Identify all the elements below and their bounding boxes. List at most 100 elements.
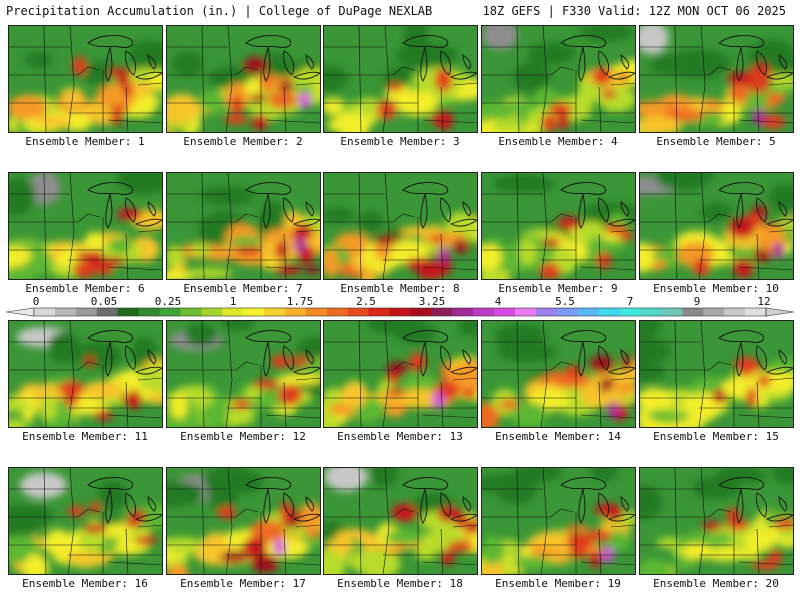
state-borders bbox=[481, 172, 636, 280]
colorbar-tick-label: 0.05 bbox=[90, 295, 118, 308]
precip-map bbox=[323, 467, 478, 575]
colorbar-swatch bbox=[347, 308, 370, 316]
state-borders bbox=[166, 172, 321, 280]
colorbar-tick-label: 0 bbox=[32, 295, 40, 308]
member-map-panel bbox=[481, 25, 636, 133]
page-title: Precipitation Accumulation (in.) | Colle… bbox=[6, 4, 433, 18]
colorbar-tick-label: 12 bbox=[757, 295, 771, 308]
member-map-panel bbox=[166, 320, 321, 428]
precip-field bbox=[481, 25, 636, 133]
colorbar-tick-label: 1.75 bbox=[286, 295, 314, 308]
member-map-panel bbox=[481, 320, 636, 428]
precip-map bbox=[8, 25, 163, 133]
colorbar-tick-label: 3.25 bbox=[418, 295, 446, 308]
precip-map bbox=[481, 320, 636, 428]
state-borders bbox=[166, 320, 321, 428]
colorbar-swatch bbox=[535, 308, 558, 316]
member-label: Ensemble Member: 4 bbox=[498, 135, 618, 148]
great-lakes bbox=[560, 477, 636, 524]
precip-map bbox=[166, 172, 321, 280]
colorbar-swatch bbox=[75, 308, 98, 316]
great-lakes bbox=[245, 477, 321, 524]
member-label: Ensemble Member: 17 bbox=[180, 577, 306, 590]
member-label: Ensemble Member: 10 bbox=[653, 282, 779, 295]
colorbar-swatch bbox=[577, 308, 600, 316]
precip-field bbox=[639, 467, 794, 575]
member-map-panel bbox=[8, 172, 163, 280]
colorbar-swatch bbox=[368, 308, 391, 316]
precip-field bbox=[639, 172, 794, 278]
precip-field bbox=[323, 467, 478, 575]
precip-map bbox=[639, 172, 794, 280]
member-map-panel bbox=[481, 467, 636, 575]
precip-map bbox=[8, 467, 163, 575]
precip-field bbox=[8, 39, 163, 133]
member-map-panel bbox=[8, 25, 163, 133]
colorbar-swatch bbox=[431, 308, 453, 316]
precip-field bbox=[639, 320, 794, 428]
colorbar-swatch bbox=[389, 308, 411, 316]
member-map-panel bbox=[639, 320, 794, 428]
precip-field bbox=[8, 472, 163, 575]
great-lakes bbox=[560, 35, 636, 82]
precip-field bbox=[323, 207, 478, 280]
precip-map bbox=[323, 320, 478, 428]
colorbar-swatch bbox=[326, 308, 349, 316]
state-borders bbox=[166, 467, 321, 575]
header: Precipitation Accumulation (in.) | Colle… bbox=[0, 0, 800, 22]
colorbar-swatch bbox=[661, 308, 683, 316]
precip-map bbox=[323, 25, 478, 133]
state-borders bbox=[8, 172, 163, 280]
colorbar-swatch bbox=[305, 308, 328, 316]
member-label: Ensemble Member: 5 bbox=[656, 135, 776, 148]
great-lakes bbox=[245, 182, 321, 229]
colorbar-tick-label: 4 bbox=[494, 295, 502, 308]
member-map-panel bbox=[481, 172, 636, 280]
colorbar-swatch bbox=[180, 308, 202, 316]
precip-map bbox=[166, 25, 321, 133]
colorbar-swatch bbox=[138, 308, 160, 316]
colorbar-tick-label: 1 bbox=[229, 295, 237, 308]
great-lakes bbox=[402, 182, 478, 229]
precip-field bbox=[166, 320, 321, 428]
member-label: Ensemble Member: 7 bbox=[183, 282, 303, 295]
precip-field bbox=[639, 25, 794, 133]
member-map-panel bbox=[639, 172, 794, 280]
great-lakes bbox=[402, 330, 478, 377]
colorbar-swatch bbox=[452, 308, 474, 316]
precip-field bbox=[323, 320, 478, 428]
state-borders bbox=[639, 467, 794, 575]
colorbar-swatch bbox=[494, 308, 516, 316]
precip-field bbox=[166, 51, 321, 133]
member-label: Ensemble Member: 9 bbox=[498, 282, 618, 295]
precip-field bbox=[166, 467, 321, 575]
great-lakes bbox=[87, 330, 163, 377]
member-map-panel bbox=[166, 25, 321, 133]
precip-field bbox=[481, 467, 636, 575]
colorbar-swatch bbox=[473, 308, 495, 316]
colorbar-right-arrow bbox=[765, 307, 795, 317]
run-info: 18Z GEFS | F330 Valid: 12Z MON OCT 06 20… bbox=[482, 4, 786, 18]
precip-map bbox=[481, 172, 636, 280]
colorbar-swatch bbox=[640, 308, 662, 316]
colorbar-scale bbox=[5, 307, 795, 317]
member-label: Ensemble Member: 11 bbox=[22, 430, 148, 443]
precip-map bbox=[8, 172, 163, 280]
precip-map bbox=[323, 172, 478, 280]
colorbar-swatch bbox=[682, 308, 704, 316]
precip-map bbox=[639, 25, 794, 133]
colorbar-left-arrow bbox=[5, 307, 35, 317]
colorbar-swatch bbox=[515, 308, 537, 316]
great-lakes bbox=[87, 477, 163, 524]
colorbar-swatch bbox=[619, 308, 642, 316]
state-borders bbox=[481, 25, 636, 133]
state-borders bbox=[166, 25, 321, 133]
member-map-panel bbox=[323, 172, 478, 280]
member-label: Ensemble Member: 18 bbox=[337, 577, 463, 590]
precip-map bbox=[639, 467, 794, 575]
state-borders bbox=[323, 320, 478, 428]
member-label: Ensemble Member: 6 bbox=[25, 282, 145, 295]
member-map-panel bbox=[323, 320, 478, 428]
colorbar-swatch bbox=[34, 308, 56, 316]
member-label: Ensemble Member: 16 bbox=[22, 577, 148, 590]
